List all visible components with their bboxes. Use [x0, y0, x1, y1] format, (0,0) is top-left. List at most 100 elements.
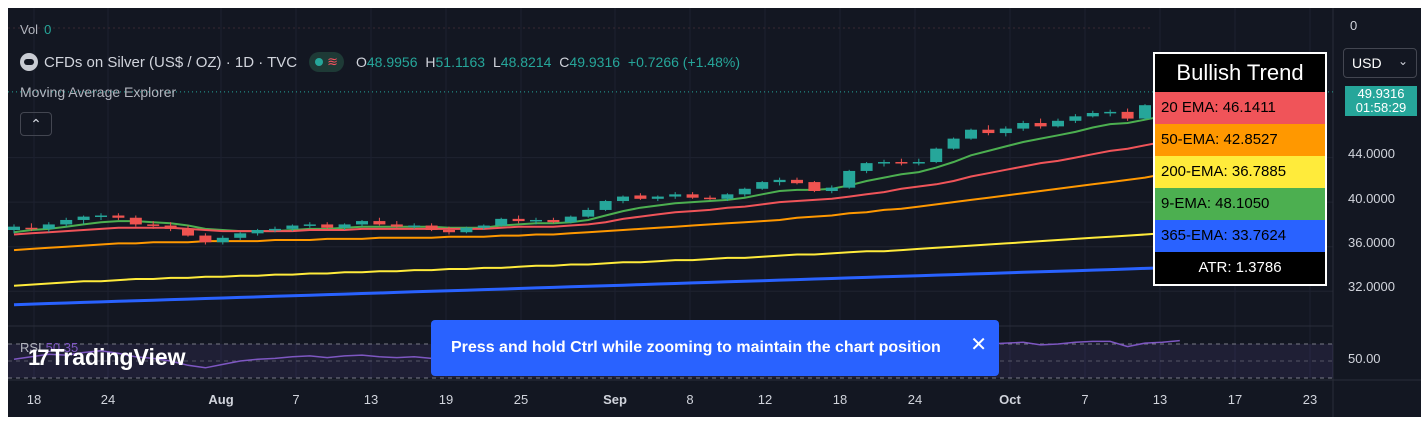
candle-body	[651, 196, 664, 199]
candle-body	[269, 228, 281, 231]
candle-body	[321, 224, 334, 228]
time-tick-label: Sep	[603, 392, 627, 407]
vol-axis-tick: 0	[1350, 18, 1358, 33]
ema-row-50: 50-EMA: 42.8527	[1155, 124, 1325, 156]
ema-line	[13, 137, 1180, 236]
candle-body	[443, 230, 455, 233]
time-tick-label: 7	[1081, 392, 1089, 407]
candle-body	[77, 216, 90, 220]
toast-message: Press and hold Ctrl while zooming to mai…	[451, 339, 941, 356]
candle-body	[738, 188, 751, 195]
price-tick: 32.0000	[1348, 279, 1395, 294]
time-tick-label: 24	[100, 392, 116, 407]
candle-body	[147, 224, 160, 226]
atr-row: ATR: 1.3786	[1198, 259, 1282, 276]
close-icon[interactable]: ✕	[970, 334, 987, 356]
time-tick-label: Oct	[999, 392, 1021, 407]
time-tick-label: 25	[513, 392, 529, 407]
candle-body	[112, 215, 125, 218]
candle-body	[947, 138, 960, 149]
candle-body	[60, 219, 73, 225]
candle-body	[530, 219, 542, 222]
candle-body	[390, 224, 403, 227]
rsi-value: 50.35	[45, 340, 79, 355]
candle-body	[286, 225, 299, 229]
ema-line	[13, 110, 1181, 234]
time-tick-label: 13	[363, 392, 379, 407]
candle-body	[164, 225, 177, 229]
time-tick-label: 8	[686, 392, 694, 407]
candle-body	[547, 219, 560, 223]
candle-body	[895, 162, 908, 164]
indicator-name[interactable]: Moving Average Explorer	[20, 84, 177, 100]
chevron-down-icon: ⌄	[1397, 54, 1408, 68]
candle-body	[564, 216, 577, 223]
tradingview-mark-icon: 17	[28, 344, 50, 370]
ema-row-9: 9-EMA: 48.1050	[1155, 188, 1325, 220]
symbol-row: CFDs on Silver (US$ / OZ) · 1D · TVC ≋ O…	[20, 52, 740, 72]
chart-frame[interactable]: Vol 0 CFDs on Silver (US$ / OZ) · 1D · TV…	[8, 8, 1421, 417]
chevron-up-icon: ⌃	[30, 115, 42, 132]
candle-body	[773, 179, 786, 183]
time-tick-label: 19	[438, 392, 454, 407]
collapse-button[interactable]: ⌃	[20, 112, 52, 136]
candle-body	[599, 201, 612, 210]
time-tick-label: 17	[1227, 392, 1243, 407]
ema-row-200: 200-EMA: 36.7885	[1155, 156, 1325, 188]
candle-body	[965, 129, 977, 139]
candle-body	[25, 227, 38, 230]
time-tick-label: 24	[907, 392, 923, 407]
candle-body	[808, 182, 821, 191]
candle-body	[42, 224, 55, 229]
candle-body	[408, 225, 421, 228]
candle-body	[1121, 111, 1134, 119]
candle-body	[1104, 111, 1117, 114]
time-tick-label: 12	[757, 392, 773, 407]
candle-body	[756, 182, 769, 189]
candle-body	[999, 128, 1012, 134]
ema-line	[13, 265, 1180, 307]
candle-body	[234, 233, 247, 238]
zoom-hint-toast: Press and hold Ctrl while zooming to mai…	[431, 320, 999, 376]
candle-body	[860, 163, 873, 171]
currency-select[interactable]: USD ⌄	[1343, 48, 1417, 78]
trend-title: Bullish Trend	[1176, 60, 1304, 85]
candle-body	[129, 217, 142, 225]
candle-body	[1139, 105, 1151, 119]
symbol-cloud-icon	[20, 53, 38, 71]
wave-icon: ≋	[327, 54, 338, 69]
candle-body	[356, 221, 368, 225]
candle-body	[704, 197, 716, 200]
tradingview-logo[interactable]: 17 TradingView	[28, 344, 186, 370]
candle-body	[199, 235, 212, 243]
market-status-badge[interactable]: ≋	[309, 52, 344, 72]
candle-body	[373, 221, 386, 225]
rsi-axis-tick: 50.00	[1348, 351, 1381, 366]
price-tick: 36.0000	[1348, 235, 1395, 250]
volume-value: 0	[44, 22, 52, 37]
time-tick-label: 23	[1302, 392, 1318, 407]
current-price-tag: 49.9316 01:58:29	[1345, 86, 1417, 116]
rsi-label[interactable]: RSI 50.35	[20, 340, 79, 355]
candle-body	[1069, 116, 1082, 121]
candle-body	[843, 170, 856, 188]
market-open-dot-icon	[315, 58, 324, 66]
ema-line	[13, 230, 1180, 287]
time-tick-label: 7	[292, 392, 300, 407]
price-tick: 40.0000	[1348, 191, 1395, 206]
candle-body	[930, 148, 943, 163]
candle-body	[495, 218, 508, 226]
candle-body	[982, 129, 995, 134]
candle-body	[182, 228, 194, 236]
candle-body	[686, 194, 699, 198]
candle-body	[338, 224, 351, 228]
candle-body	[1017, 123, 1030, 129]
symbol-title[interactable]: CFDs on Silver (US$ / OZ) · 1D · TVC	[44, 53, 298, 71]
candle-body	[878, 162, 890, 164]
time-tick-label: 13	[1152, 392, 1168, 407]
candle-body	[1052, 120, 1064, 127]
candle-body	[617, 196, 629, 202]
candle-body	[303, 224, 316, 226]
candle-body	[8, 226, 20, 230]
candle-body	[582, 209, 595, 217]
